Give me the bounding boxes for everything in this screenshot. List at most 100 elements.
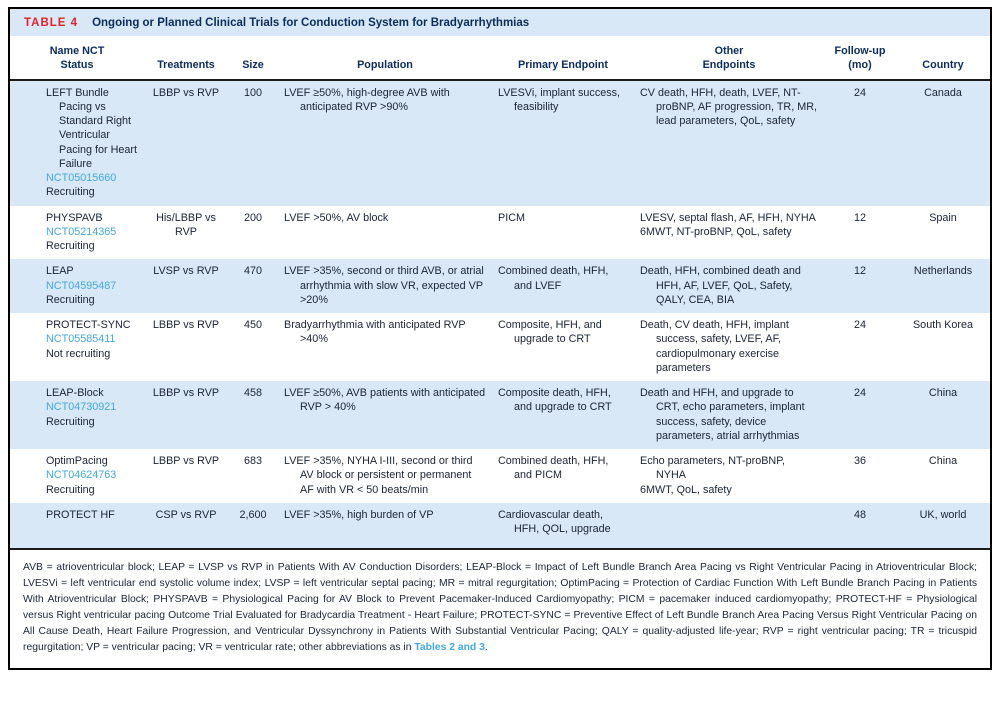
size-cell: 458 xyxy=(243,387,262,399)
primary-endpoint-cell: LVESVi, implant success, feasibility xyxy=(498,86,621,113)
trial-status: Recruiting xyxy=(46,240,95,252)
trial-status: Recruiting xyxy=(46,293,95,306)
country-cell: China xyxy=(928,387,958,399)
table-row: PROTECT HF CSP vs RVP 2,600 LVEF >35%, h… xyxy=(10,502,990,549)
country-cell: Netherlands xyxy=(913,265,973,278)
nct-link[interactable]: NCT05214365 xyxy=(46,225,117,238)
size-cell: 100 xyxy=(243,86,262,99)
size-cell: 2,600 xyxy=(239,508,267,521)
population-cell: Bradyarrhythmia with anticipated RVP >40… xyxy=(284,319,466,346)
column-header-name-nct-status: Name NCT Status xyxy=(10,36,144,81)
name-nct-status-cell: LEFT Bundle Pacing vs Standard Right Ven… xyxy=(10,80,144,206)
primary-endpoint-cell: Combined death, HFH, and PICM xyxy=(498,455,609,482)
size-cell: 450 xyxy=(243,319,262,331)
followup-cell: 12 xyxy=(853,265,866,278)
name-nct-status-cell: LEAP NCT04595487 Recruiting xyxy=(10,259,144,313)
table-row: LEAP-Block NCT04730921 Recruiting LBBP v… xyxy=(10,381,990,449)
country-cell: Spain xyxy=(929,211,957,224)
name-nct-status-cell: PHYSPAVB NCT05214365 Recruiting xyxy=(10,206,144,260)
treatments-cell: CSP vs RVP xyxy=(155,508,217,521)
trial-name: PROTECT-SYNC xyxy=(46,319,131,331)
trial-status: Recruiting xyxy=(46,483,95,496)
population-cell: LVEF ≥50%, AVB patients with anticipated… xyxy=(284,387,486,414)
trial-status: Recruiting xyxy=(46,415,95,428)
country-cell: UK, world xyxy=(919,508,967,521)
nct-link[interactable]: NCT05585411 xyxy=(46,333,116,346)
name-nct-status-cell: PROTECT HF xyxy=(10,503,144,549)
table-row: OptimPacing NCT04624763 Recruiting LBBP … xyxy=(10,449,990,503)
trials-table: Name NCT Status Treatments Size Populati… xyxy=(10,36,990,549)
footnote-text: AVB = atrioventricular block; LEAP = LVS… xyxy=(23,562,977,654)
nct-link[interactable]: NCT05015660 xyxy=(46,172,117,184)
primary-endpoint-cell: Composite, HFH, and upgrade to CRT xyxy=(498,319,602,346)
trial-name: LEAP xyxy=(46,265,74,278)
trial-name: OptimPacing xyxy=(46,455,108,467)
country-cell: China xyxy=(928,455,958,467)
column-header-followup: Follow-up (mo) xyxy=(824,36,896,81)
other-endpoints-cell: Death, CV death, HFH, implant success, s… xyxy=(640,319,789,374)
other-endpoints-cell: CV death, HFH, death, LVEF, NT-proBNP, A… xyxy=(640,86,818,128)
table-row: PROTECT-SYNC NCT05585411 Not recruiting … xyxy=(10,313,990,381)
table-row: LEFT Bundle Pacing vs Standard Right Ven… xyxy=(10,79,990,206)
table-frame: TABLE 4 Ongoing or Planned Clinical Tria… xyxy=(8,7,992,671)
treatments-cell: LBBP vs RVP xyxy=(152,319,220,331)
nct-link[interactable]: NCT04595487 xyxy=(46,279,117,292)
trial-status: Recruiting xyxy=(46,186,95,199)
treatments-cell: LBBP vs RVP xyxy=(152,455,220,467)
other-endpoints-cell: Death and HFH, and upgrade to CRT, echo … xyxy=(640,387,805,442)
population-cell: LVEF >35%, high burden of VP xyxy=(284,508,434,521)
footnote-period: . xyxy=(484,642,488,654)
table-row: PHYSPAVB NCT05214365 Recruiting His/LBBP… xyxy=(10,206,990,260)
column-header-primary-endpoint: Primary Endpoint xyxy=(492,36,634,81)
table-row: LEAP NCT04595487 Recruiting LVSP vs RVP … xyxy=(10,259,990,313)
population-cell: LVEF ≥50%, high-degree AVB with anticipa… xyxy=(284,86,450,113)
primary-endpoint-cell: Combined death, HFH, and LVEF xyxy=(498,265,609,292)
country-cell: Canada xyxy=(924,86,962,99)
name-nct-status-cell: OptimPacing NCT04624763 Recruiting xyxy=(10,449,144,503)
followup-cell: 36 xyxy=(853,455,866,467)
table-title-bar: TABLE 4 Ongoing or Planned Clinical Tria… xyxy=(10,9,990,36)
tables-2-and-3-link[interactable]: Tables 2 and 3 xyxy=(414,642,485,654)
trial-name: PROTECT HF xyxy=(46,508,115,521)
size-cell: 200 xyxy=(243,211,262,224)
column-header-other-endpoints: Other Endpoints xyxy=(634,36,824,81)
size-cell: 470 xyxy=(243,265,262,278)
treatments-cell: LBBP vs RVP xyxy=(152,86,220,99)
name-nct-status-cell: LEAP-Block NCT04730921 Recruiting xyxy=(10,381,144,449)
followup-cell: 24 xyxy=(853,387,866,399)
nct-link[interactable]: NCT04624763 xyxy=(46,469,117,482)
column-header-treatments: Treatments xyxy=(144,36,228,81)
trial-name: LEFT Bundle Pacing vs Standard Right Ven… xyxy=(46,86,138,170)
table-label: TABLE 4 xyxy=(24,17,79,29)
treatments-cell: LBBP vs RVP xyxy=(152,387,220,399)
other-endpoints-cell: Echo parameters, NT-proBNP, NYHA 6MWT, Q… xyxy=(640,455,786,496)
name-nct-status-cell: PROTECT-SYNC NCT05585411 Not recruiting xyxy=(10,313,144,381)
other-endpoints-cell: LVESV, septal flash, AF, HFH, NYHA 6MWT,… xyxy=(640,211,816,238)
primary-endpoint-cell: PICM xyxy=(498,211,525,224)
country-cell: South Korea xyxy=(912,319,974,331)
population-cell: LVEF >35%, second or third AVB, or atria… xyxy=(284,265,484,306)
size-cell: 683 xyxy=(243,455,262,467)
treatments-cell: His/LBBP vs RVP xyxy=(156,211,216,238)
primary-endpoint-cell: Cardiovascular death, HFH, QOL, upgrade xyxy=(498,508,611,535)
nct-link[interactable]: NCT04730921 xyxy=(46,401,117,414)
column-header-population: Population xyxy=(278,36,492,81)
trial-name: PHYSPAVB xyxy=(46,211,103,224)
population-cell: LVEF >35%, NYHA I-III, second or third A… xyxy=(284,455,473,496)
followup-cell: 24 xyxy=(853,319,866,331)
table-title: Ongoing or Planned Clinical Trials for C… xyxy=(92,17,530,29)
followup-cell: 12 xyxy=(853,211,866,224)
abbreviations-footnote: AVB = atrioventricular block; LEAP = LVS… xyxy=(10,548,990,668)
primary-endpoint-cell: Composite death, HFH, and upgrade to CRT xyxy=(498,387,612,414)
table-header-row: Name NCT Status Treatments Size Populati… xyxy=(10,36,990,81)
followup-cell: 48 xyxy=(853,508,866,521)
trial-status: Not recruiting xyxy=(46,347,111,360)
other-endpoints-cell xyxy=(634,503,824,549)
followup-cell: 24 xyxy=(853,86,866,99)
other-endpoints-cell: Death, HFH, combined death and HFH, AF, … xyxy=(640,265,801,306)
column-header-country: Country xyxy=(896,36,990,81)
population-cell: LVEF >50%, AV block xyxy=(284,211,389,224)
column-header-size: Size xyxy=(228,36,278,81)
trial-name: LEAP-Block xyxy=(46,387,104,399)
treatments-cell: LVSP vs RVP xyxy=(153,265,219,278)
